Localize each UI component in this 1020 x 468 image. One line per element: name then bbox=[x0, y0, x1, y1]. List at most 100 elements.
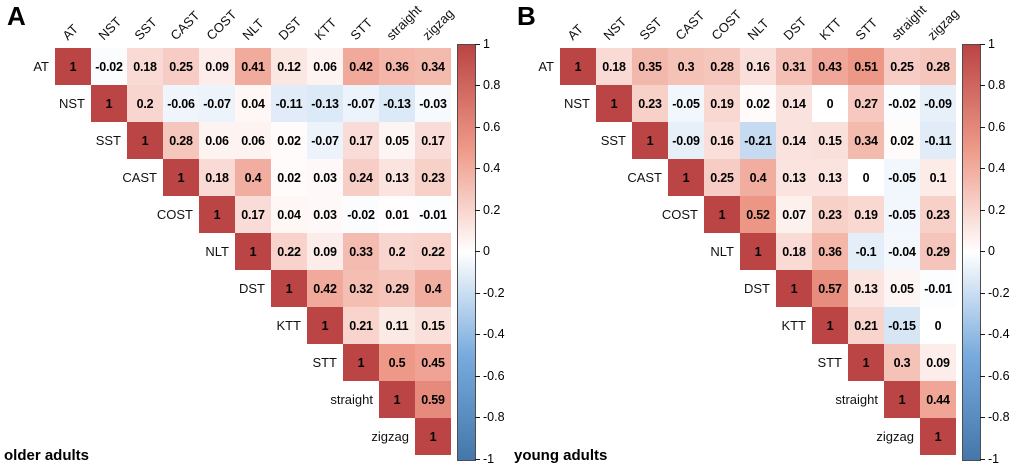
row-label-nst: NST bbox=[59, 96, 85, 111]
colorbar-tick-label: 0 bbox=[483, 244, 490, 258]
matrix-cell: 1 bbox=[127, 122, 163, 159]
matrix-cell: -0.07 bbox=[199, 85, 235, 122]
matrix-cell: 0.17 bbox=[343, 122, 379, 159]
colorbar-tick bbox=[475, 168, 480, 169]
matrix-cell: 1 bbox=[343, 344, 379, 381]
matrix-cell: 0.19 bbox=[848, 196, 884, 233]
matrix-cell: 0.3 bbox=[668, 48, 704, 85]
matrix-cell: 0.23 bbox=[632, 85, 668, 122]
matrix-cell: 0.09 bbox=[920, 344, 956, 381]
matrix-cell: 0.21 bbox=[343, 307, 379, 344]
matrix-cell: 0.43 bbox=[812, 48, 848, 85]
matrix-cell: 0.03 bbox=[307, 196, 343, 233]
matrix-cell: 0.28 bbox=[704, 48, 740, 85]
column-label-dst: DST bbox=[780, 14, 810, 44]
matrix-cell: -0.13 bbox=[379, 85, 415, 122]
matrix-cell: 1 bbox=[415, 418, 451, 455]
matrix-cell: 0.23 bbox=[812, 196, 848, 233]
matrix-cell: 0 bbox=[812, 85, 848, 122]
column-label-sst: SST bbox=[636, 14, 665, 43]
matrix-cell: 1 bbox=[379, 381, 415, 418]
matrix-cell: 1 bbox=[199, 196, 235, 233]
colorbar-tick bbox=[475, 458, 480, 460]
matrix-cell: 0.4 bbox=[740, 159, 776, 196]
matrix-cell: 0 bbox=[920, 307, 956, 344]
matrix-cell: 1 bbox=[668, 159, 704, 196]
colorbar-tick bbox=[475, 334, 480, 335]
matrix-cell: 0.15 bbox=[415, 307, 451, 344]
row-label-zigzag: zigzag bbox=[876, 429, 914, 444]
matrix-cell: 1 bbox=[55, 48, 91, 85]
colorbar-tick bbox=[475, 375, 480, 377]
colorbar-tick-label: 0.4 bbox=[988, 161, 1006, 175]
matrix-cell: -0.02 bbox=[343, 196, 379, 233]
colorbar-tick-label: 1 bbox=[483, 36, 490, 51]
matrix-cell: -0.02 bbox=[91, 48, 127, 85]
matrix-cell: -0.15 bbox=[884, 307, 920, 344]
row-label-ktt: KTT bbox=[276, 318, 301, 333]
colorbar-tick-label: -0.2 bbox=[988, 285, 1010, 300]
matrix-cell: 0.36 bbox=[812, 233, 848, 270]
matrix-cell: 0.18 bbox=[776, 233, 812, 270]
colorbar-tick bbox=[475, 417, 480, 418]
matrix-cell: 0.44 bbox=[920, 381, 956, 418]
matrix-cell: 0.28 bbox=[920, 48, 956, 85]
column-label-nlt: NLT bbox=[744, 15, 772, 43]
colorbar-tick-label: 0.8 bbox=[988, 78, 1006, 92]
column-label-nst: NST bbox=[600, 14, 630, 44]
matrix-cell: 1 bbox=[704, 196, 740, 233]
matrix-cell: 0.04 bbox=[271, 196, 307, 233]
matrix-cell: 0.02 bbox=[271, 122, 307, 159]
row-label-stt: STT bbox=[312, 355, 337, 370]
row-label-straight: straight bbox=[330, 392, 373, 407]
matrix-cell: 0.52 bbox=[740, 196, 776, 233]
matrix-cell: 0.4 bbox=[235, 159, 271, 196]
colorbar-tick-label: -0.6 bbox=[483, 368, 505, 383]
column-label-zigzag: zigzag bbox=[924, 5, 962, 43]
column-label-straight: straight bbox=[383, 2, 425, 43]
column-label-at: AT bbox=[59, 21, 82, 43]
matrix-cell: -0.05 bbox=[668, 85, 704, 122]
matrix-cell: 0.16 bbox=[704, 122, 740, 159]
matrix-cell: 0.14 bbox=[776, 85, 812, 122]
colorbar-tick bbox=[475, 126, 480, 128]
row-label-nlt: NLT bbox=[710, 244, 734, 259]
colorbar-tick-label: -0.2 bbox=[483, 285, 505, 300]
row-label-cost: COST bbox=[661, 207, 698, 222]
matrix-cell: 0.21 bbox=[848, 307, 884, 344]
colorbar-tick bbox=[475, 292, 480, 294]
matrix-cell: 0.25 bbox=[884, 48, 920, 85]
matrix-cell: 0.05 bbox=[379, 122, 415, 159]
matrix-cell: -0.06 bbox=[163, 85, 199, 122]
colorbar-tick-label: 0.2 bbox=[483, 202, 501, 217]
matrix-cell: 1 bbox=[91, 85, 127, 122]
matrix-cell: 1 bbox=[740, 233, 776, 270]
matrix-cell: 0.04 bbox=[235, 85, 271, 122]
column-label-stt: STT bbox=[347, 15, 376, 43]
matrix-cell: -0.09 bbox=[920, 85, 956, 122]
row-label-sst: SST bbox=[600, 133, 626, 148]
matrix-cell: 0.17 bbox=[235, 196, 271, 233]
column-label-nlt: NLT bbox=[239, 15, 267, 43]
matrix-cell: -0.01 bbox=[920, 270, 956, 307]
colorbar-tick bbox=[980, 209, 985, 211]
colorbar-tick-label: -0.8 bbox=[988, 410, 1010, 424]
matrix-cell: -0.05 bbox=[884, 196, 920, 233]
matrix-cell: 0.33 bbox=[343, 233, 379, 270]
matrix-cell: -0.09 bbox=[668, 122, 704, 159]
row-label-nlt: NLT bbox=[205, 244, 229, 259]
matrix-cell: 0.14 bbox=[776, 122, 812, 159]
column-label-ktt: KTT bbox=[816, 15, 845, 43]
matrix-cell: 1 bbox=[271, 270, 307, 307]
matrix-cell: 1 bbox=[235, 233, 271, 270]
row-label-at: AT bbox=[33, 59, 49, 74]
matrix-cell: 0.01 bbox=[379, 196, 415, 233]
matrix-cell: 0.22 bbox=[271, 233, 307, 270]
matrix-cell: -0.01 bbox=[415, 196, 451, 233]
caption-older-adults: older adults bbox=[4, 447, 90, 464]
colorbar-tick bbox=[475, 85, 480, 86]
matrix-cell: 1 bbox=[848, 344, 884, 381]
matrix-cell: 1 bbox=[776, 270, 812, 307]
matrix-cell: -0.21 bbox=[740, 122, 776, 159]
matrix-cell: 1 bbox=[812, 307, 848, 344]
